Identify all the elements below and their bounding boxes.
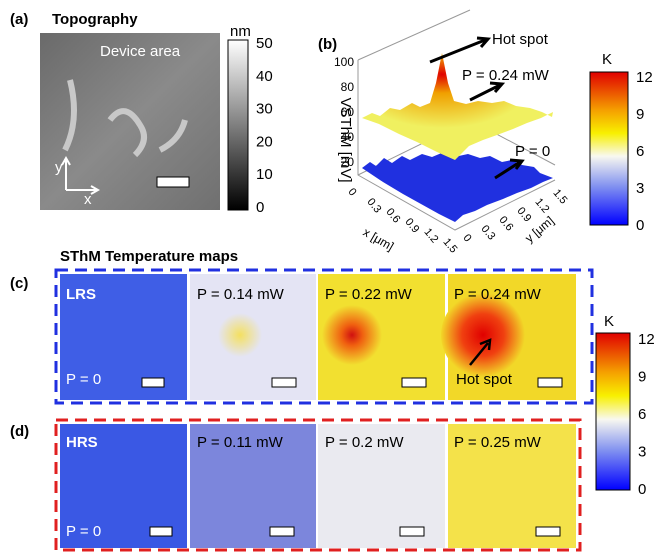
colorbar-tick-label: 3	[636, 180, 644, 197]
colorbar	[228, 40, 248, 210]
colorbar-tick-label: 12	[636, 69, 653, 86]
map-label: P = 0.11 mW	[197, 434, 284, 451]
y-tick-label: 0.3	[478, 223, 497, 242]
z-tick-label: 40	[341, 130, 355, 144]
map-label: P = 0	[66, 371, 101, 388]
section-title: SThM Temperature maps	[60, 248, 238, 265]
figure: (a) Topography Device area y x nm (b) Ho…	[0, 0, 654, 552]
x-tick-label: 0.3	[364, 196, 383, 215]
colorbar-tick-label: 0	[638, 481, 646, 498]
colorbar-tick-label: 20	[256, 133, 273, 150]
panel-label: (b)	[318, 36, 337, 53]
colorbar-tick-label: 40	[256, 68, 273, 85]
scale-bar	[157, 177, 189, 187]
x-tick-label: 0.9	[402, 216, 421, 235]
y-tick-label: 0.9	[514, 205, 533, 224]
hot-area	[441, 293, 525, 377]
colorbar-tick-label: 6	[638, 406, 646, 423]
panel-label: (a)	[10, 11, 28, 28]
colorbar-tick-label: 30	[256, 101, 273, 118]
colorbar-tick-label: 3	[638, 443, 646, 460]
state-label: LRS	[66, 286, 96, 303]
colorbar-unit: K	[604, 313, 614, 330]
colorbar-tick-label: 50	[256, 35, 273, 52]
x-tick-label: 0	[345, 186, 358, 198]
panel-label: (d)	[10, 423, 29, 440]
colorbar-tick-label: 10	[256, 166, 273, 183]
map-label: P = 0.2 mW	[325, 434, 404, 451]
axis-title: x [μm]	[361, 225, 397, 254]
map-label: P = 0.25 mW	[454, 434, 542, 451]
z-tick-label: 80	[341, 80, 355, 94]
axis-label: x	[84, 191, 92, 208]
z-tick-label: 60	[341, 105, 355, 119]
map-label: P = 0	[66, 523, 101, 540]
y-tick-label: 1.2	[532, 196, 551, 215]
panel-title: Topography	[52, 11, 138, 28]
colorbar-tick-label: 0	[256, 199, 264, 216]
hot-area	[322, 305, 382, 365]
annotation: P = 0	[515, 143, 550, 160]
hot-area	[218, 313, 262, 357]
colorbar-tick-label: 0	[636, 217, 644, 234]
panel-label: (c)	[10, 275, 28, 292]
annotation: P = 0.24 mW	[462, 67, 550, 84]
colorbar-tick-label: 9	[638, 368, 646, 385]
x-tick-label: 0.6	[383, 206, 402, 225]
colorbar-tick-label: 6	[636, 143, 644, 160]
y-tick-label: 1.5	[550, 187, 569, 206]
y-tick-label: 0	[460, 232, 473, 244]
x-tick-label: 1.5	[440, 236, 459, 255]
colorbar-tick-label: 9	[636, 106, 644, 123]
map-label: P = 0.24 mW	[454, 286, 542, 303]
colorbar-unit: K	[602, 51, 612, 68]
state-label: HRS	[66, 434, 98, 451]
colorbar-unit: nm	[230, 23, 251, 40]
z-tick-label: 100	[334, 55, 354, 69]
colorbar	[590, 72, 628, 225]
x-tick-label: 1.2	[421, 226, 440, 245]
y-tick-label: 0.6	[496, 214, 515, 233]
map-label: P = 0.22 mW	[325, 286, 413, 303]
axis-label: y	[55, 159, 63, 176]
map-label: P = 0.14 mW	[197, 286, 285, 303]
colorbar	[596, 333, 630, 490]
z-tick-label: 20	[341, 155, 355, 169]
annotation: Hot spot	[492, 31, 549, 48]
colorbar-tick-label: 12	[638, 331, 654, 348]
annotation: Device area	[100, 43, 181, 60]
annotation: Hot spot	[456, 371, 513, 388]
